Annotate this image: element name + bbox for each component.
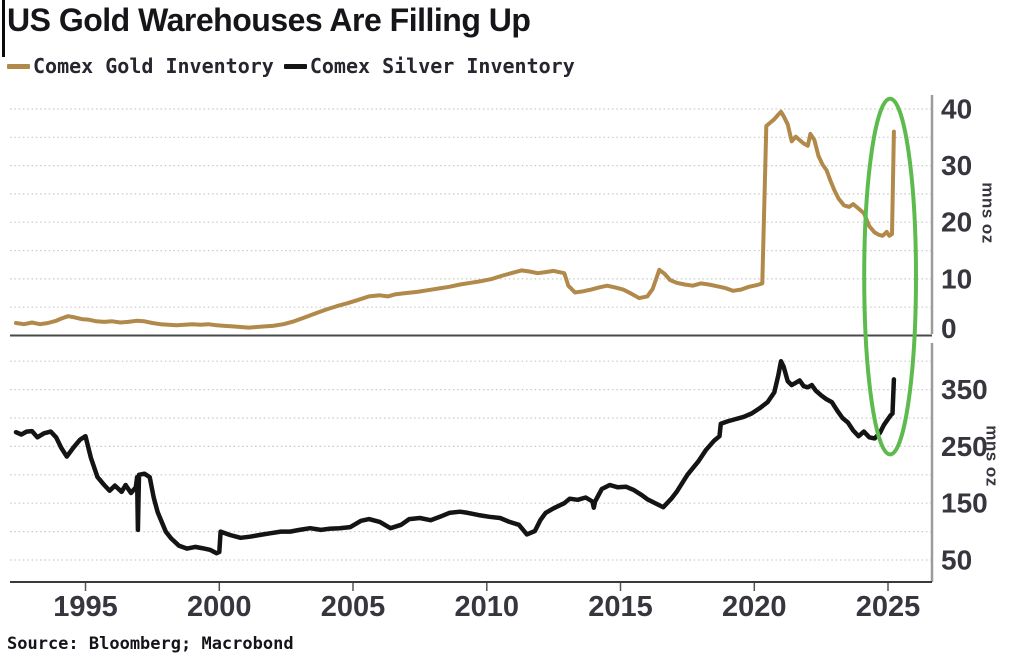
gold-y-tick-label: 30 (941, 150, 972, 181)
legend-item-gold: Comex Gold Inventory (7, 54, 274, 78)
x-tick-label: 2015 (588, 591, 653, 623)
silver-y-tick-label: 50 (941, 545, 972, 576)
x-tick-label: 2000 (187, 591, 252, 623)
chart-title: US Gold Warehouses Are Filling Up (7, 2, 531, 38)
silver-y-tick-label: 150 (941, 488, 988, 519)
gold-y-tick-label: 20 (941, 207, 972, 238)
silver-line-swatch-icon (283, 63, 307, 69)
silver-y-tick-label: 350 (941, 374, 988, 405)
silver-series-line (13, 358, 897, 556)
highlight-ellipse-annotation (862, 96, 918, 457)
gold-y-tick-label: 10 (941, 263, 972, 294)
gold-y-axis-unit-label: mns oz (979, 182, 998, 244)
gold-y-tick-label: 0 (941, 313, 957, 344)
x-tick-label: 2020 (722, 591, 787, 623)
legend-item-silver: Comex Silver Inventory (283, 54, 575, 78)
gold-y-tick-label: 40 (941, 93, 972, 124)
gold-series-line (14, 109, 896, 330)
source-note: Source: Bloomberg; Macrobond (7, 634, 294, 654)
x-tick-label: 2025 (856, 591, 921, 623)
legend: Comex Gold Inventory Comex Silver Invent… (7, 54, 575, 78)
legend-label-gold: Comex Gold Inventory (33, 54, 274, 78)
x-tick-label: 2010 (455, 591, 520, 623)
left-edge-artifact (2, 0, 5, 57)
gold-line-swatch-icon (7, 63, 30, 69)
silver-y-tick-label: 250 (941, 431, 988, 462)
legend-label-silver: Comex Silver Inventory (309, 54, 575, 78)
silver-y-axis-unit-label: mns oz (983, 425, 1002, 487)
x-tick-label: 1995 (53, 591, 118, 623)
x-tick-label: 2005 (321, 591, 386, 623)
